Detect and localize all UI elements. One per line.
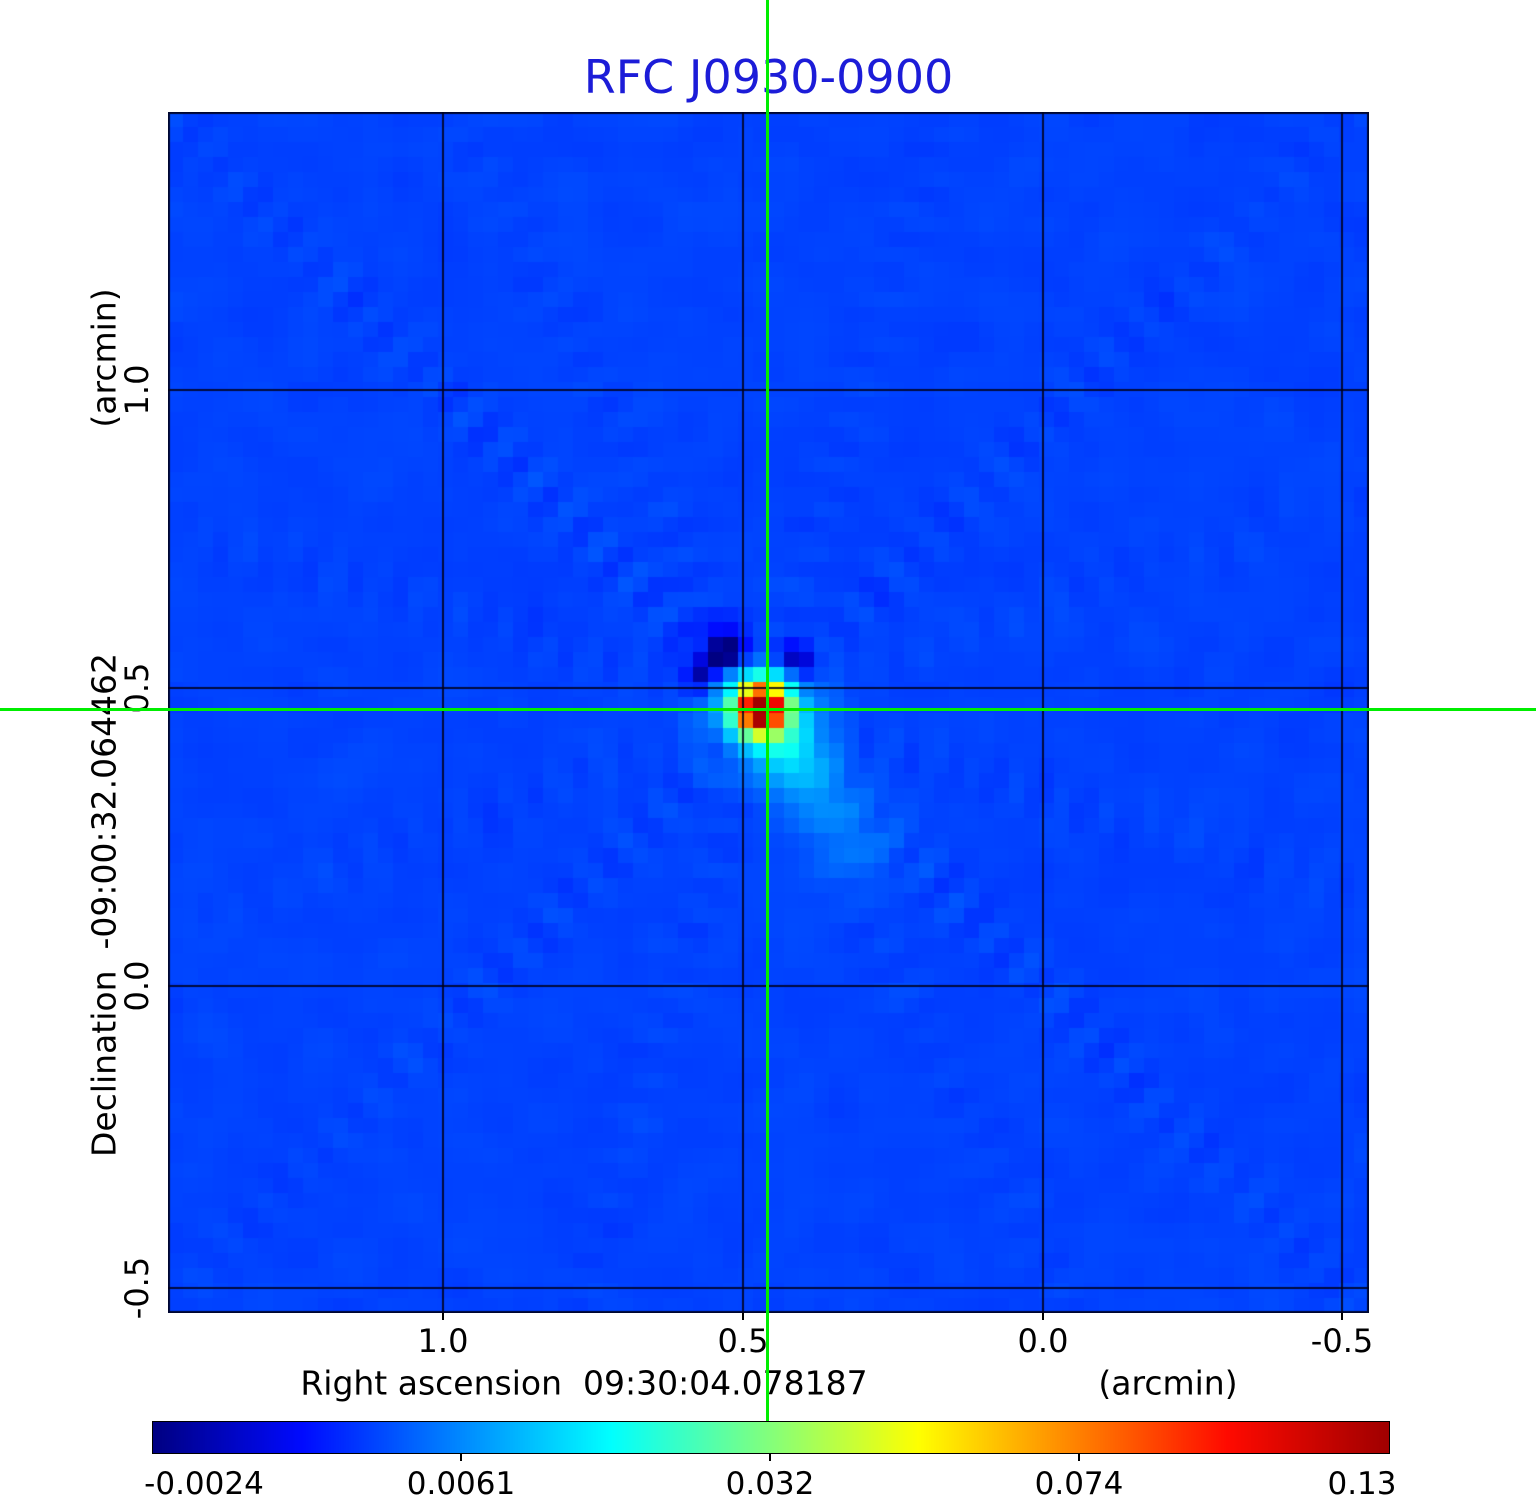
x-tick-label: 0.5 xyxy=(717,1322,769,1360)
x-tick-label: 1.0 xyxy=(417,1322,469,1360)
colorbar-tick-label: -0.0024 xyxy=(144,1466,264,1502)
colorbar-tick-mark xyxy=(769,1453,771,1461)
colorbar-tick-label: 0.0061 xyxy=(406,1466,516,1502)
colorbar-tick-mark xyxy=(1078,1453,1080,1461)
x-axis-tick-mark xyxy=(1341,1313,1343,1320)
x-axis-tick-mark xyxy=(1042,1313,1044,1320)
y-tick-label: 0.0 xyxy=(118,960,156,1012)
colorbar-tick-mark xyxy=(460,1453,462,1461)
x-axis-label: Right ascension 09:30:04.078187 xyxy=(300,1363,868,1403)
y-tick-label: 0.5 xyxy=(118,662,156,714)
colorbar-tick-label: 0.032 xyxy=(725,1466,815,1502)
x-axis-tick-mark xyxy=(742,1313,744,1320)
y-axis-label: Declination -09:00:32.064462 xyxy=(84,652,124,1158)
colorbar xyxy=(152,1421,1390,1454)
x-axis-unit-label: (arcmin) xyxy=(1098,1363,1238,1403)
x-axis-tick-mark xyxy=(442,1313,444,1320)
crosshair-horizontal-line xyxy=(0,708,1536,711)
x-tick-label: -0.5 xyxy=(1310,1322,1374,1360)
colorbar-tick-label: 0.13 xyxy=(1327,1466,1397,1502)
y-tick-label: 1.0 xyxy=(118,364,156,416)
x-tick-label: 0.0 xyxy=(1017,1322,1069,1360)
colorbar-tick-label: 0.074 xyxy=(1034,1466,1124,1502)
colorbar-canvas xyxy=(153,1422,1389,1453)
y-tick-label: -0.5 xyxy=(118,1256,156,1320)
